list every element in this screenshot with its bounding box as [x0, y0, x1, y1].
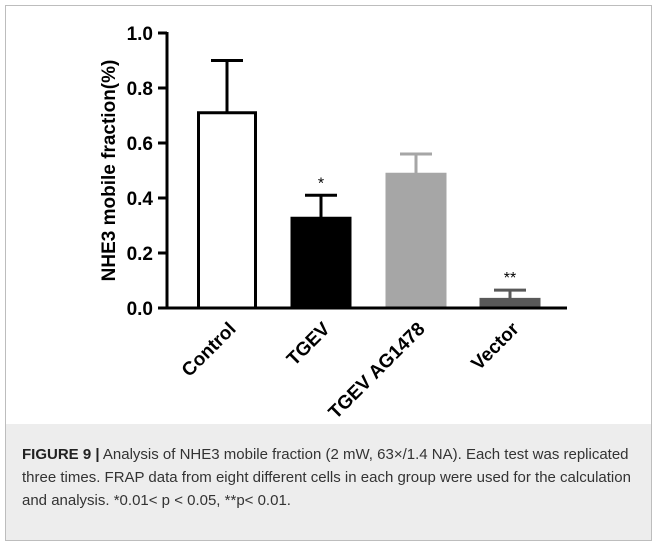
y-axis-ticks: 0.0 0.2 0.4 0.6 0.8 1.0 — [127, 24, 167, 320]
x-tick-label: TGEV — [283, 318, 335, 370]
y-axis-label: NHE3 mobile fraction(%) — [99, 60, 120, 282]
bar-control — [197, 111, 257, 310]
y-tick-label: 0.8 — [127, 79, 153, 100]
caption-box — [6, 424, 651, 540]
y-tick-label: 0.0 — [127, 299, 153, 320]
figure-caption: FIGURE 9 | Analysis of NHE3 mobile fract… — [22, 443, 634, 512]
figure-label: FIGURE 9 | — [22, 446, 100, 463]
y-tick-label: 0.4 — [127, 189, 154, 210]
x-tick-label: TGEV AG1478 — [325, 319, 430, 420]
x-tick-label: Control — [178, 319, 241, 382]
y-tick-label: 0.2 — [127, 244, 153, 265]
significance-marker: * — [318, 175, 324, 192]
significance-marker: ** — [504, 270, 516, 287]
x-tick-label: Vector — [468, 318, 524, 374]
bars: *** — [197, 59, 541, 310]
bar-tgev — [290, 216, 352, 309]
caption-text: Analysis of NHE3 mobile fraction (2 mW, … — [22, 446, 631, 509]
bar-tgev-ag1478 — [385, 172, 447, 309]
y-tick-label: 1.0 — [127, 24, 153, 45]
y-tick-label: 0.6 — [127, 134, 153, 155]
